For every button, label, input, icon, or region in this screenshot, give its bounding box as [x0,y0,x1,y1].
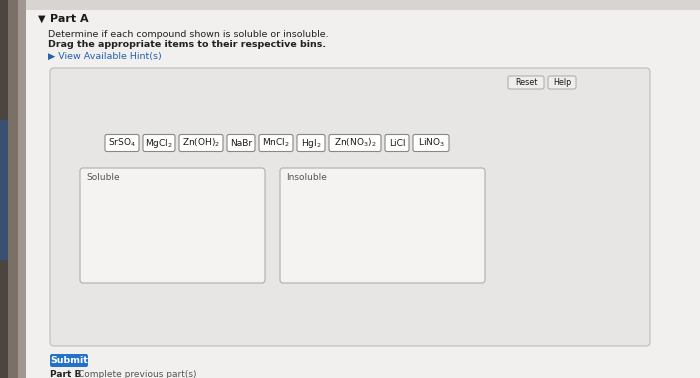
FancyBboxPatch shape [227,135,255,152]
Bar [8,150,18,230]
FancyBboxPatch shape [413,135,449,152]
Bar [8,0,18,378]
FancyBboxPatch shape [259,135,293,152]
Text: Determine if each compound shown is soluble or insoluble.: Determine if each compound shown is solu… [48,30,328,39]
Bar [0,120,8,260]
FancyBboxPatch shape [143,135,175,152]
Text: ▶ View Available Hint(s): ▶ View Available Hint(s) [48,52,162,61]
Text: Drag the appropriate items to their respective bins.: Drag the appropriate items to their resp… [48,40,326,49]
FancyBboxPatch shape [105,135,139,152]
Text: MnCl$_2$: MnCl$_2$ [262,137,290,149]
FancyBboxPatch shape [508,76,544,89]
FancyBboxPatch shape [385,135,409,152]
FancyBboxPatch shape [50,354,88,367]
FancyBboxPatch shape [179,135,223,152]
Text: Part A: Part A [50,14,89,24]
Text: Reset: Reset [514,78,537,87]
Text: Complete previous part(s): Complete previous part(s) [78,370,197,378]
Text: Submit: Submit [50,356,88,365]
Text: LiNO$_3$: LiNO$_3$ [417,137,444,149]
Text: Help: Help [553,78,571,87]
Text: Part B: Part B [50,370,81,378]
FancyBboxPatch shape [329,135,381,152]
FancyBboxPatch shape [280,168,485,283]
FancyBboxPatch shape [548,76,576,89]
FancyBboxPatch shape [297,135,325,152]
Bar [26,0,700,10]
Text: HgI$_2$: HgI$_2$ [301,136,321,150]
Text: Zn(OH)$_2$: Zn(OH)$_2$ [182,137,220,149]
Text: Zn(NO$_3$)$_2$: Zn(NO$_3$)$_2$ [334,137,377,149]
Text: NaBr: NaBr [230,138,252,147]
Bar [0,0,8,378]
Text: ▼: ▼ [38,14,46,24]
Text: MgCl$_2$: MgCl$_2$ [145,136,173,150]
FancyBboxPatch shape [50,68,650,346]
Text: LiCl: LiCl [389,138,405,147]
Text: Soluble: Soluble [86,173,120,182]
Text: SrSO$_4$: SrSO$_4$ [108,137,136,149]
Bar [18,0,26,378]
Text: Insoluble: Insoluble [286,173,327,182]
FancyBboxPatch shape [80,168,265,283]
